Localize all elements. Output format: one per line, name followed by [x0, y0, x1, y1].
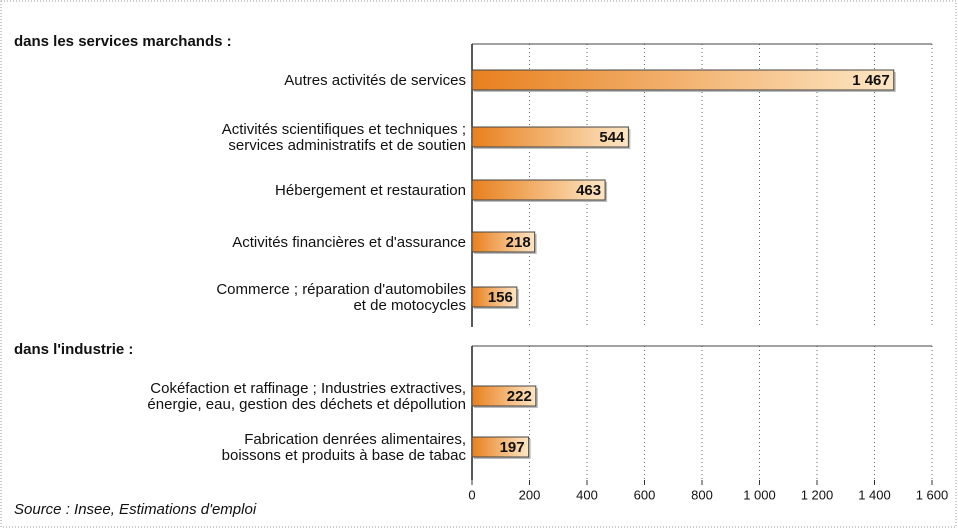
value-label: 218	[506, 234, 531, 251]
x-tick-label: 1 400	[858, 487, 891, 502]
value-label: 544	[599, 129, 625, 146]
category-label: Activités scientifiques et techniques ;	[222, 121, 466, 138]
x-tick-label: 1 200	[801, 487, 834, 502]
bar	[471, 231, 536, 253]
category-label: boissons et produits à base de tabac	[222, 447, 467, 464]
value-label: 197	[500, 439, 525, 456]
x-tick-label: 600	[634, 487, 656, 502]
x-tick-label: 800	[691, 487, 713, 502]
category-label: Cokéfaction et raffinage ; Industries ex…	[150, 380, 466, 397]
bar	[471, 179, 606, 201]
bar	[471, 385, 537, 407]
x-tick-label: 1 600	[916, 487, 949, 502]
value-label: 463	[576, 182, 601, 199]
group-title: dans l'industrie :	[14, 341, 133, 358]
category-label: services administratifs et de soutien	[228, 137, 466, 154]
bar	[471, 286, 518, 308]
value-label: 222	[507, 388, 532, 405]
x-tick-label: 1 000	[743, 487, 776, 502]
group-title: dans les services marchands :	[14, 33, 232, 50]
category-label: Fabrication denrées alimentaires,	[244, 431, 466, 448]
bar	[471, 436, 530, 458]
x-tick-label: 400	[576, 487, 598, 502]
source: Source : Insee, Estimations d'emploi	[14, 501, 257, 518]
value-label: 156	[488, 289, 513, 306]
value-label: 1 467	[852, 72, 890, 89]
bar	[471, 69, 895, 91]
bar	[471, 126, 629, 148]
x-tick-label: 200	[519, 487, 541, 502]
category-label: Activités financières et d'assurance	[232, 234, 466, 251]
category-label: Commerce ; réparation d'automobiles	[216, 281, 466, 298]
x-tick-label: 0	[468, 487, 475, 502]
category-label: Autres activités de services	[284, 72, 466, 89]
category-label: et de motocycles	[353, 297, 466, 314]
category-label: Hébergement et restauration	[275, 182, 466, 199]
category-label: énergie, eau, gestion des déchets et dép…	[147, 396, 466, 413]
